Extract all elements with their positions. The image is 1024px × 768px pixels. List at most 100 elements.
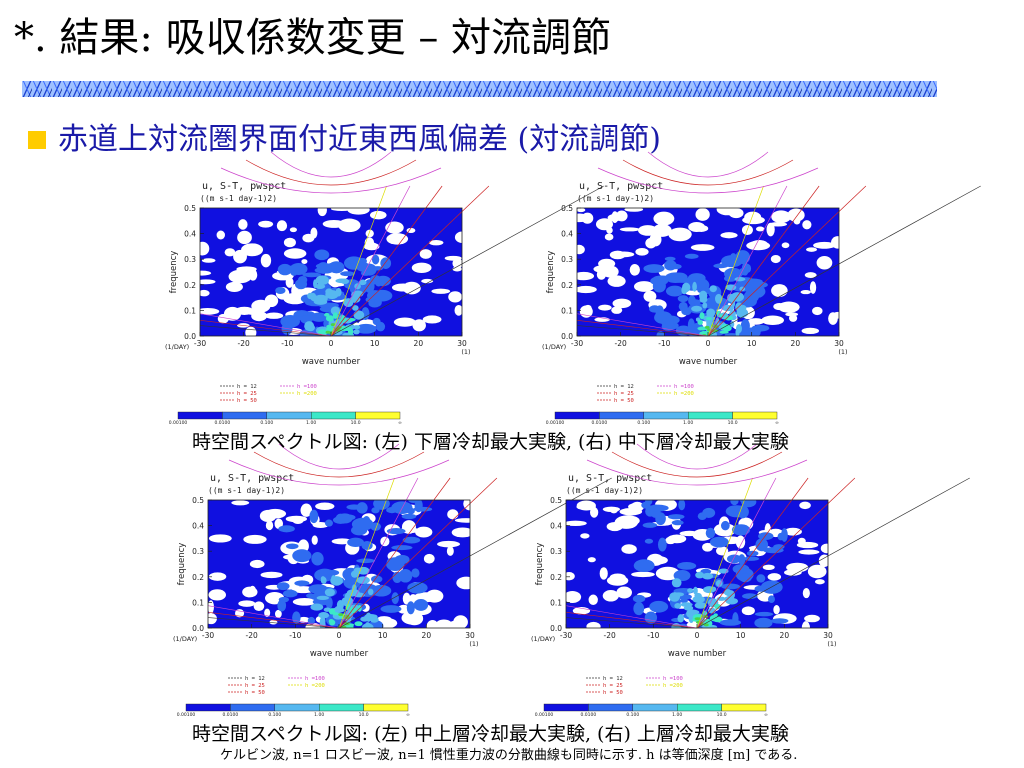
heatmap-patch xyxy=(687,588,694,594)
heatmap-gap xyxy=(338,218,361,233)
colorbar-tick-label: 0.100 xyxy=(626,712,639,718)
heatmap-gap xyxy=(802,588,810,599)
x-tick-label: 0 xyxy=(337,631,342,640)
heatmap-patch xyxy=(739,573,752,583)
legend-label: h =100 xyxy=(297,384,317,390)
heatmap-patch xyxy=(720,520,730,531)
heatmap-gap xyxy=(217,313,229,324)
heatmap-patch xyxy=(354,283,361,290)
heatmap-gap xyxy=(225,281,243,292)
heatmap-patch xyxy=(325,330,331,334)
y-tick-label: 0.4 xyxy=(192,522,204,531)
heatmap-patch xyxy=(632,594,646,603)
heatmap-patch xyxy=(356,558,376,564)
heatmap-field xyxy=(577,208,839,336)
heatmap-gap xyxy=(448,291,462,303)
bullet-text: 赤道上対流圏界面付近東西風偏差 (対流調節) xyxy=(58,122,661,157)
x-axis-label: wave number xyxy=(302,357,361,367)
y-tick-label: 0.1 xyxy=(550,598,562,607)
heatmap-patch xyxy=(694,602,707,609)
heatmap-patch xyxy=(275,286,286,294)
heatmap-patch xyxy=(354,621,363,627)
heatmap-gap xyxy=(216,230,226,240)
heatmap-gap xyxy=(236,273,250,281)
legend-label: h =200 xyxy=(305,683,325,689)
x-tick-label: 0 xyxy=(329,339,334,348)
heatmap-patch xyxy=(286,589,294,595)
colorbar-tick-label: 0.100 xyxy=(268,712,281,718)
heatmap-gap xyxy=(785,312,799,317)
heatmap-patch xyxy=(332,516,349,524)
x-tick-label: 10 xyxy=(378,631,388,640)
heatmap-patch xyxy=(287,265,303,271)
heatmap-patch xyxy=(639,561,648,569)
x-axis-label: wave number xyxy=(679,357,738,367)
heatmap-gap xyxy=(802,220,812,230)
heatmap-patch xyxy=(380,605,402,613)
legend-label: h = 50 xyxy=(603,690,623,696)
spectrum-panel-bottom-right: u, S-T, pwspct ((m s-1 day-1)2) 0.0 0.1 0.2 0… xyxy=(526,443,970,718)
rossby-wave-curve xyxy=(199,313,332,337)
heatmap-patch xyxy=(649,600,669,613)
y-tick-label: 0.5 xyxy=(192,496,204,505)
heatmap-field xyxy=(208,500,470,628)
heatmap-patch xyxy=(315,275,330,286)
heatmap-gap xyxy=(317,208,327,217)
heatmap-gap xyxy=(452,266,462,272)
x-tick-label: -10 xyxy=(281,339,293,348)
heatmap-patch xyxy=(341,596,354,607)
heatmap-gap xyxy=(832,311,839,319)
heatmap-gap xyxy=(330,208,353,211)
heatmap-patch xyxy=(330,323,336,327)
colorbar-tick-label: ∞ xyxy=(764,713,768,718)
legend-label: h = 12 xyxy=(237,384,257,390)
heatmap-patch xyxy=(734,276,746,282)
legend-label: h =100 xyxy=(305,676,325,682)
heatmap-gap xyxy=(447,509,459,520)
heatmap-field xyxy=(566,500,828,628)
x-tick-label: -10 xyxy=(289,631,301,640)
kelvin-wave-curve xyxy=(696,477,753,629)
heatmap-gap xyxy=(405,612,424,626)
chart-subtitle: ((m s-1 day-1)2) xyxy=(200,194,277,203)
heatmap-patch xyxy=(743,556,760,561)
heatmap-base xyxy=(566,500,828,628)
heatmap-gap xyxy=(812,306,823,316)
heatmap-patch xyxy=(742,593,758,599)
heatmap-gap xyxy=(200,270,212,276)
heatmap-patch xyxy=(292,549,312,563)
heatmap-patch xyxy=(703,623,709,627)
heatmap-patch xyxy=(719,619,742,626)
heatmap-patch xyxy=(781,528,788,542)
heatmap-patch xyxy=(371,254,380,265)
heatmap-patch xyxy=(347,317,356,322)
heatmap-patch xyxy=(398,569,413,583)
heatmap-gap xyxy=(231,500,250,506)
x-tick-label: -30 xyxy=(202,631,214,640)
rossby-wave-curve xyxy=(576,319,709,337)
y-tick-label: 0.5 xyxy=(184,204,196,213)
heatmap-gap xyxy=(246,309,258,315)
x-axis-label: wave number xyxy=(668,649,727,659)
heatmap-patch xyxy=(697,326,708,331)
colorbar-tick-label: ∞ xyxy=(406,713,410,718)
caption-top: 時空間スペクトル図: (左) 下層冷却最大実験, (右) 中下層冷却最大実験 xyxy=(192,431,789,453)
heatmap-patch xyxy=(361,540,373,550)
y-axis-label: frequency xyxy=(169,251,179,294)
heatmap-gap xyxy=(621,544,637,554)
heatmap-gap xyxy=(238,600,256,607)
heatmap-patch xyxy=(693,586,698,595)
heatmap-patch xyxy=(677,295,689,303)
heatmap-patch xyxy=(411,568,420,578)
y-tick-label: 0.0 xyxy=(561,332,573,341)
heatmap-patch xyxy=(713,263,729,269)
colorbar-tick-label: 0.100 xyxy=(260,420,273,426)
legend-label: h = 50 xyxy=(237,398,257,404)
kelvin-wave-curve xyxy=(707,185,981,337)
heatmap-patch xyxy=(762,547,784,554)
heatmap-gap xyxy=(315,502,335,511)
heatmap-patch xyxy=(320,576,327,585)
heatmap-gap xyxy=(274,609,282,618)
heatmap-gap xyxy=(260,571,283,579)
heatmap-patch xyxy=(369,275,382,285)
